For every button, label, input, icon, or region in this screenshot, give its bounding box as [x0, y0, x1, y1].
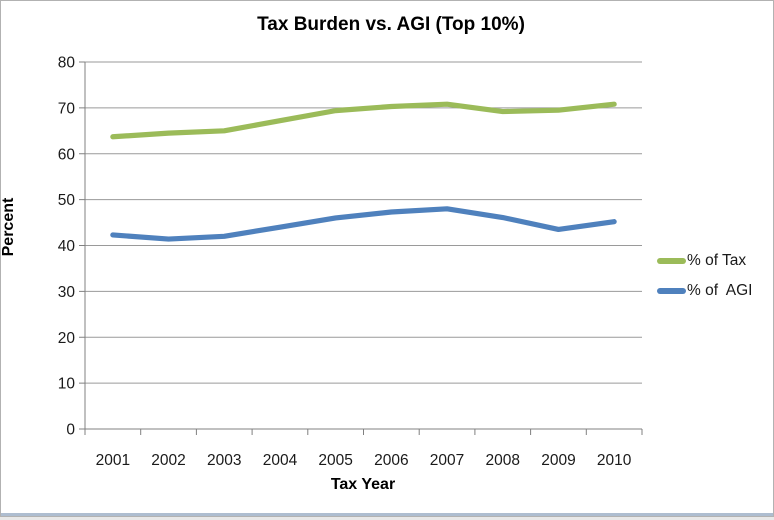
x-tick-label: 2006: [374, 452, 408, 469]
window-bottom-edge: [1, 513, 773, 516]
x-tick-label: 2001: [96, 452, 130, 469]
x-tick-label: 2008: [486, 452, 520, 469]
legend: % of Tax % of AGI: [657, 252, 753, 313]
legend-label-agi: % of AGI: [687, 282, 753, 299]
y-tick-label: 70: [58, 100, 76, 117]
x-tick-label: 2002: [151, 452, 185, 469]
legend-item-tax: % of Tax: [657, 252, 752, 269]
y-tick-label: 40: [58, 238, 76, 255]
y-tick-label: 20: [58, 330, 76, 347]
x-tick-label: 2004: [263, 452, 298, 469]
y-axis-title: Percent: [0, 197, 17, 257]
y-tick-label: 10: [58, 376, 76, 393]
legend-label-tax: % of Tax: [687, 252, 747, 269]
y-tick-label: 0: [66, 422, 75, 439]
x-axis-title: Tax Year: [330, 476, 396, 493]
x-tick-label: 2005: [318, 452, 352, 469]
legend-swatch-agi: [657, 288, 686, 294]
y-tick-label: 30: [58, 284, 76, 301]
x-tick-label: 2010: [597, 452, 632, 469]
series-line-1: [110, 206, 617, 242]
x-tick-label: 2009: [541, 452, 575, 469]
series-line-0: [110, 101, 617, 140]
legend-item-agi: % of AGI: [657, 282, 753, 299]
chart-title: Tax Burden vs. AGI (Top 10%): [257, 14, 525, 35]
y-tick-label: 60: [58, 146, 76, 163]
x-tick-label: 2003: [207, 452, 241, 469]
x-tick-label: 2007: [430, 452, 464, 469]
y-tick-label: 50: [58, 192, 76, 209]
y-tick-label: 80: [58, 55, 76, 72]
legend-swatch-tax: [657, 258, 686, 264]
